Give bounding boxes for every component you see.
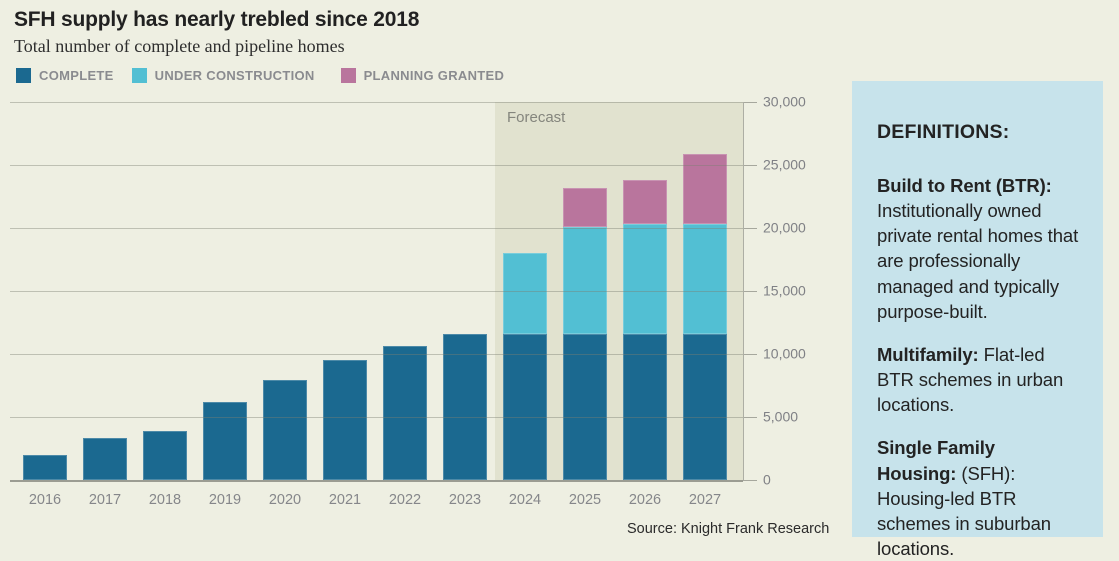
definitions-body: Build to Rent (BTR): Institutionally own… — [877, 173, 1079, 561]
bar-segment-complete — [623, 333, 667, 480]
bar-segment-complete — [683, 333, 727, 480]
definitions-title: DEFINITIONS: — [877, 121, 1010, 143]
gridline — [10, 228, 743, 229]
definition-item: Build to Rent (BTR): Institutionally own… — [877, 175, 1079, 322]
x-axis-label: 2019 — [208, 492, 242, 508]
bar-segment-complete — [443, 333, 487, 480]
definitions-panel: DEFINITIONS: Build to Rent (BTR): Instit… — [852, 81, 1103, 559]
bar-segment-complete — [143, 430, 187, 480]
bar-segment-complete — [503, 333, 547, 480]
legend-item: PLANNING GRANTED — [340, 68, 505, 83]
gridline — [10, 480, 743, 482]
gridline — [10, 291, 743, 292]
page-title: SFH supply has nearly trebled since 2018 — [14, 8, 420, 31]
bar-segment-complete — [563, 333, 607, 480]
x-axis-label: 2026 — [628, 492, 662, 508]
chart-legend: COMPLETE UNDER CONSTRUCTION PLANNING GRANT… — [16, 68, 504, 83]
y-axis-tick — [743, 102, 757, 103]
x-axis-label: 2018 — [148, 492, 182, 508]
x-axis-label: 2020 — [268, 492, 302, 508]
legend-label: UNDER CONSTRUCTION — [154, 68, 315, 83]
x-axis-label: 2021 — [328, 492, 362, 508]
legend-item: UNDER CONSTRUCTION — [131, 68, 315, 83]
y-axis-label: 10,000 — [763, 345, 806, 362]
legend-swatch — [16, 68, 31, 83]
x-axis-label: 2023 — [448, 492, 482, 508]
y-axis-label: 15,000 — [763, 282, 806, 299]
legend-label: PLANNING GRANTED — [363, 68, 505, 83]
legend-swatch — [340, 68, 356, 83]
y-axis-tick — [743, 354, 757, 355]
definition-term: Build to Rent (BTR): — [877, 175, 1052, 196]
y-axis-label: 30,000 — [763, 93, 806, 110]
definition-term: Single Family Housing: — [877, 437, 995, 484]
gridline — [10, 417, 743, 418]
x-axis-label: 2024 — [508, 492, 542, 508]
x-axis-label: 2025 — [568, 492, 602, 508]
y-axis-tick — [743, 228, 757, 229]
legend-swatch — [131, 68, 147, 83]
definition-item: Multifamily: Flat-led BTR schemes in urb… — [877, 343, 1064, 416]
y-axis-tick — [743, 165, 757, 166]
bar-segment-planning-granted — [563, 187, 607, 227]
x-axis-label: 2017 — [88, 492, 122, 508]
definition-term: Multifamily: — [877, 343, 979, 365]
y-axis-tick — [743, 417, 757, 418]
bar-segment-complete — [323, 360, 367, 480]
y-axis-label: 20,000 — [763, 219, 806, 236]
stacked-bar-chart: Forecast 2016 2017 2018 2019 2020 2021 2022 2023… — [10, 94, 806, 508]
x-axis-label: 2022 — [388, 492, 422, 508]
bar-segment-under-construction — [563, 226, 607, 334]
source-note: Source: Knight Frank Research — [627, 521, 830, 537]
gridline — [10, 354, 743, 355]
y-axis-label: 0 — [763, 471, 771, 488]
x-axis-label: 2027 — [688, 492, 722, 508]
legend-item: COMPLETE — [16, 68, 114, 83]
gridline — [10, 102, 743, 103]
y-axis-tick — [743, 291, 757, 292]
x-axis-label: 2016 — [28, 492, 62, 508]
bar-segment-under-construction — [503, 253, 547, 334]
bar-segment-complete — [23, 454, 67, 480]
bar-segment-complete — [203, 401, 247, 480]
bar-segment-planning-granted — [623, 180, 667, 225]
bar-segment-complete — [83, 438, 127, 480]
bar-segment-complete — [263, 380, 307, 480]
bar-segment-under-construction — [683, 224, 727, 334]
bar-segment-planning-granted — [683, 153, 727, 225]
forecast-label: Forecast — [507, 109, 566, 126]
definition-item: Single Family Housing: (SFH): Housing-le… — [877, 437, 1051, 560]
bar-segment-complete — [383, 346, 427, 480]
legend-label: COMPLETE — [39, 68, 114, 83]
chart-subtitle: Total number of complete and pipeline ho… — [14, 36, 345, 56]
y-axis-label: 25,000 — [763, 156, 806, 173]
y-axis-line — [743, 102, 744, 480]
y-axis-tick — [743, 480, 757, 481]
gridline — [10, 165, 743, 166]
bar-segment-under-construction — [623, 224, 667, 334]
y-axis-label: 5,000 — [763, 408, 799, 425]
